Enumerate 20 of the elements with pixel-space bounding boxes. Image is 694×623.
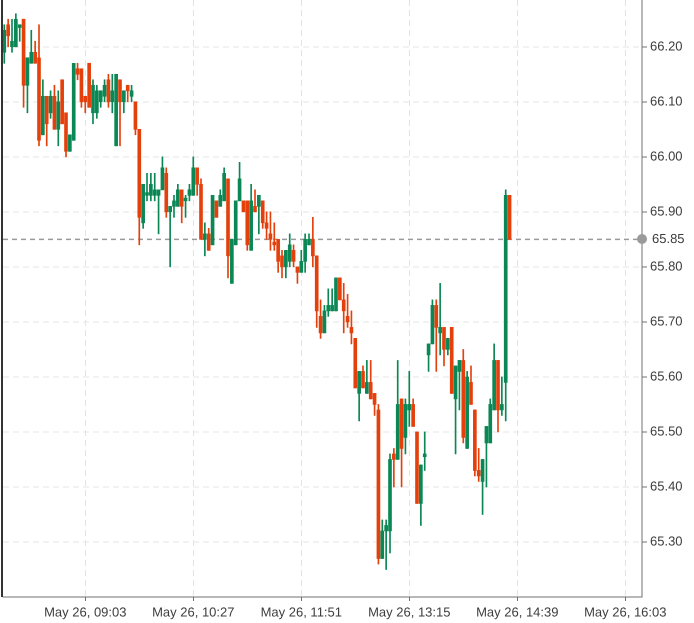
x-tick-label: May 26, 09:03 <box>44 604 126 620</box>
x-tick-label: May 26, 11:51 <box>260 604 342 620</box>
y-tick-label: 65.50 <box>650 424 683 439</box>
candlestick <box>268 212 272 251</box>
x-tick-label: May 26, 10:27 <box>152 604 234 620</box>
x-tick-label: May 26, 14:39 <box>476 604 558 620</box>
candlestick <box>458 360 462 410</box>
y-tick-label: 65.60 <box>650 368 683 384</box>
y-tick-label: 65.70 <box>650 313 683 328</box>
y-tick-label: 65.30 <box>650 534 683 549</box>
y-tick-label: 66.10 <box>650 93 683 108</box>
y-tick-label: 65.40 <box>650 478 683 494</box>
y-tick-label: 65.90 <box>650 203 683 218</box>
y-tick-label: 65.80 <box>650 258 683 274</box>
y-tick-label: 66.20 <box>650 38 683 54</box>
y-tick-label: 66.00 <box>650 148 683 164</box>
ref-line-label: 65.85 <box>652 230 685 246</box>
x-tick-label: May 26, 16:03 <box>584 604 666 620</box>
candlestick <box>10 18 14 53</box>
x-tick-label: May 26, 13:15 <box>368 604 450 620</box>
